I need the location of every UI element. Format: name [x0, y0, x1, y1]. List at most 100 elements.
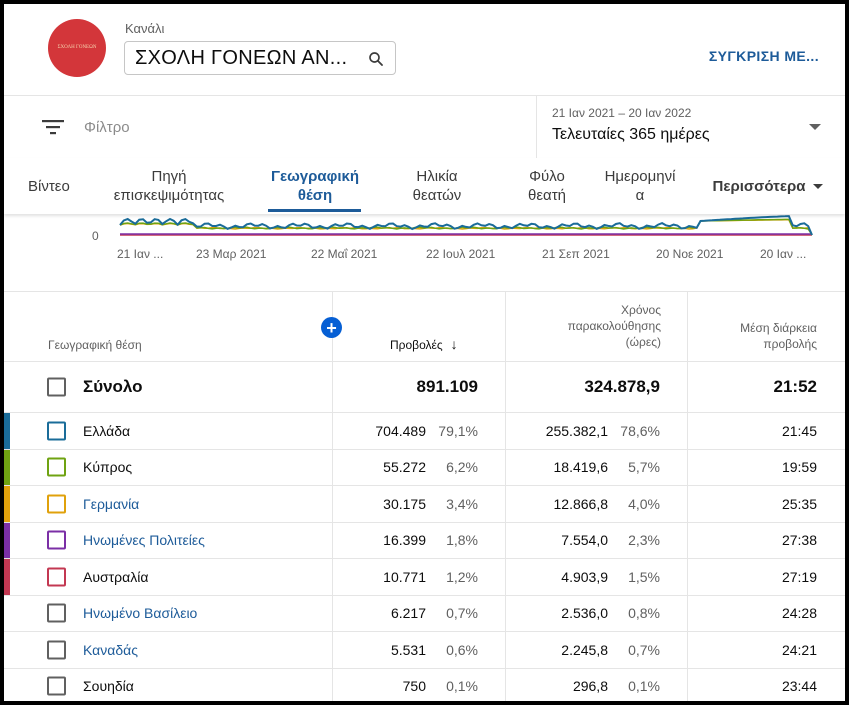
- compare-button[interactable]: ΣΥΓΚΡΙΣΗ ΜΕ...: [708, 48, 819, 64]
- location-name: Ελλάδα: [83, 422, 131, 439]
- tab-viewer-gender[interactable]: Φύλο θεατή: [512, 158, 582, 214]
- watch-time-percent: 5,7%: [628, 459, 660, 476]
- x-tick-label: 20 Νοε 2021: [656, 247, 724, 261]
- row-checkbox[interactable]: [47, 567, 66, 587]
- watch-time-value: 2.245,8: [561, 641, 608, 658]
- column-divider: [687, 292, 688, 701]
- x-tick-label: 23 Μαρ 2021: [196, 247, 267, 261]
- y-tick-label: 0: [92, 229, 99, 243]
- table-row[interactable]: Ηνωμένο Βασίλειο 6.217 0,7% 2.536,0 0,8% 24:2…: [4, 596, 845, 632]
- tab-label: Βίντεο: [28, 177, 70, 195]
- chevron-down-icon[interactable]: [809, 124, 821, 130]
- avatar-logo-text: ΣΧΟΛΗ ΓΟΝΕΩΝ: [57, 45, 97, 50]
- header-views-label: Προβολές: [390, 338, 443, 352]
- tab-label: Περισσότερα: [712, 177, 806, 195]
- location-name[interactable]: Γερμανία: [83, 495, 140, 512]
- views-percent: 79,1%: [438, 422, 478, 439]
- x-tick-label: 22 Μαΐ 2021: [311, 247, 378, 261]
- table-row[interactable]: Αυστραλία 10.771 1,2% 4.903,9 1,5% 27:19: [4, 559, 845, 596]
- row-checkbox[interactable]: [47, 494, 66, 514]
- tab-label: Ηλικία θεατών: [412, 168, 462, 204]
- header-watch-time[interactable]: Χρόνος παρακολούθησης (ώρες): [568, 302, 661, 350]
- tab-label: Γεωγραφική θέση: [270, 168, 360, 204]
- views-value: 16.399: [383, 532, 426, 549]
- table-row[interactable]: Καναδάς 5.531 0,6% 2.245,8 0,7% 24:21: [4, 632, 845, 669]
- header-line: Χρόνος: [621, 303, 661, 317]
- avg-duration-value: 25:35: [781, 495, 817, 512]
- table-row[interactable]: Σουηδία 750 0,1% 296,8 0,1% 23:44: [4, 669, 845, 702]
- row-checkbox[interactable]: [47, 457, 66, 477]
- tab-more[interactable]: Περισσότερα: [704, 158, 832, 214]
- watch-time-percent: 0,8%: [628, 605, 660, 622]
- total-avg-duration: 21:52: [773, 377, 817, 396]
- date-range[interactable]: 21 Ιαν 2021 – 20 Ιαν 2022: [552, 106, 692, 120]
- watch-time-value: 12.866,8: [553, 495, 609, 512]
- search-icon[interactable]: [367, 50, 385, 68]
- location-name[interactable]: Ηνωμένο Βασίλειο: [83, 605, 198, 622]
- add-column-button[interactable]: +: [321, 317, 342, 338]
- channel-search-box[interactable]: ΣΧΟΛΗ ΓΟΝΕΩΝ ΑΝ...: [124, 41, 396, 75]
- avg-duration-value: 24:28: [781, 605, 817, 622]
- location-name: Σουηδία: [83, 678, 134, 695]
- table-body: Ελλάδα 704.489 79,1% 255.382,1 78,6% 21:45 Κύπ…: [4, 413, 845, 702]
- watch-time-value: 4.903,9: [561, 568, 608, 585]
- watch-time-percent: 0,7%: [628, 641, 660, 658]
- tab-label: Ημερομηνία: [604, 168, 676, 204]
- geography-table: Γεωγραφική θέση + Προβολές ↓ Χρόνος παρακ…: [4, 291, 845, 702]
- filter-icon[interactable]: [42, 118, 64, 136]
- date-period-select[interactable]: Τελευταίες 365 ημέρες: [552, 126, 710, 143]
- location-name[interactable]: Καναδάς: [83, 641, 138, 658]
- series-color-bar: [4, 486, 10, 522]
- report-tabs: Βίντεο Πηγή επισκεψιμότητας Γεωγραφική θ…: [4, 158, 845, 214]
- views-percent: 3,4%: [446, 495, 478, 512]
- tab-traffic-source[interactable]: Πηγή επισκεψιμότητας: [102, 158, 236, 214]
- header-location[interactable]: Γεωγραφική θέση: [48, 338, 142, 352]
- row-checkbox[interactable]: [47, 530, 66, 550]
- header-line: παρακολούθησης: [567, 319, 661, 333]
- divider: [536, 96, 537, 158]
- tab-geography[interactable]: Γεωγραφική θέση: [266, 158, 364, 214]
- table-row[interactable]: Κύπρος 55.272 6,2% 18.419,6 5,7% 19:59: [4, 449, 845, 486]
- sort-desc-icon[interactable]: ↓: [450, 336, 458, 352]
- avg-duration-value: 27:38: [781, 532, 817, 549]
- column-divider: [505, 292, 506, 701]
- location-name: Αυστραλία: [83, 568, 149, 585]
- line-chart[interactable]: 0 21 Ιαν ... 23 Μαρ 2021 22 Μαΐ 2021 22 …: [4, 204, 845, 284]
- channel-name: ΣΧΟΛΗ ΓΟΝΕΩΝ ΑΝ...: [135, 46, 348, 69]
- table-row[interactable]: Ηνωμένες Πολιτείες 16.399 1,8% 7.554,0 2,3% 2…: [4, 522, 845, 559]
- tab-label: Πηγή επισκεψιμότητας: [113, 168, 225, 204]
- channel-avatar[interactable]: ΣΧΟΛΗ ΓΟΝΕΩΝ: [48, 19, 106, 77]
- channel-label: Κανάλι: [125, 21, 165, 36]
- table-row[interactable]: Γερμανία 30.175 3,4% 12.866,8 4,0% 25:35: [4, 486, 845, 523]
- views-percent: 0,6%: [446, 641, 478, 658]
- views-value: 750: [402, 678, 426, 695]
- location-name[interactable]: Ηνωμένες Πολιτείες: [83, 532, 205, 549]
- filter-input[interactable]: Φίλτρο: [84, 119, 130, 136]
- header-line: (ώρες): [625, 335, 661, 349]
- tab-viewer-age[interactable]: Ηλικία θεατών: [402, 158, 472, 214]
- total-checkbox[interactable]: [47, 377, 66, 397]
- series-color-bar: [4, 413, 10, 449]
- row-checkbox[interactable]: [47, 421, 66, 441]
- table-header: Γεωγραφική θέση + Προβολές ↓ Χρόνος παρακ…: [4, 292, 845, 362]
- row-checkbox[interactable]: [47, 676, 66, 696]
- tab-videos[interactable]: Βίντεο: [4, 158, 84, 214]
- column-divider: [332, 292, 333, 701]
- views-percent: 0,7%: [446, 605, 478, 622]
- header-avg-duration[interactable]: Μέση διάρκεια προβολής: [740, 320, 817, 352]
- watch-time-value: 255.382,1: [545, 422, 608, 439]
- row-checkbox[interactable]: [47, 640, 66, 660]
- views-value: 5.531: [390, 641, 426, 658]
- tab-date[interactable]: Ημερομηνία: [604, 158, 676, 214]
- table-row[interactable]: Ελλάδα 704.489 79,1% 255.382,1 78,6% 21:45: [4, 413, 845, 450]
- row-checkbox[interactable]: [47, 603, 66, 623]
- total-watch-time: 324.878,9: [584, 377, 660, 396]
- header-views[interactable]: Προβολές ↓: [390, 336, 458, 353]
- watch-time-percent: 4,0%: [628, 495, 660, 512]
- total-views: 891.109: [416, 377, 478, 396]
- watch-time-percent: 1,5%: [628, 568, 660, 585]
- avg-duration-value: 27:19: [781, 568, 817, 585]
- avg-duration-value: 24:21: [781, 641, 817, 658]
- total-row: Σύνολο 891.109 324.878,9 21:52: [4, 362, 845, 413]
